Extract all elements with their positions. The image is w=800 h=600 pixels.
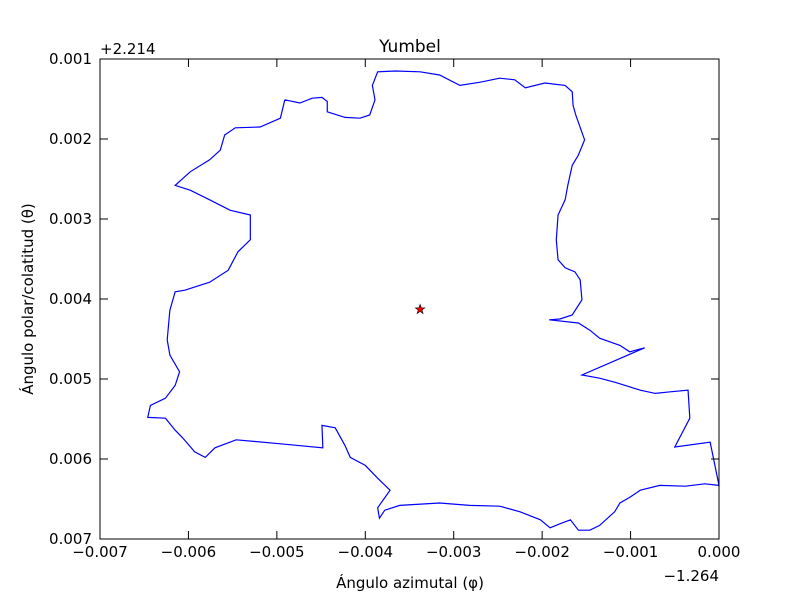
x-tick-label: −0.004 [338,543,394,561]
y-offset-label: +2.214 [100,40,156,58]
x-tick-label: −0.002 [514,543,570,561]
y-tick-label: 0.004 [49,290,92,308]
plot-frame [99,58,720,540]
x-tick-label: −0.001 [603,543,659,561]
y-tick-label: 0.007 [49,530,92,548]
y-tick-label: 0.006 [49,450,92,468]
chart-title: Yumbel [378,37,441,57]
marker-star [414,303,426,315]
y-axis-label: Ángulo polar/colatitud (θ) [18,203,37,395]
x-tick-label: −0.006 [161,543,217,561]
y-tick-label: 0.005 [49,370,92,388]
x-tick-label: −0.005 [249,543,305,561]
y-tick-label: 0.001 [49,50,92,68]
y-tick-label: 0.003 [49,210,92,228]
x-tick-label: −0.007 [72,543,128,561]
x-offset-label: −1.264 [663,567,719,585]
x-tick-label: −0.003 [426,543,482,561]
x-axis-label: Ángulo azimutal (φ) [336,573,484,592]
x-tick-label: 0.000 [698,543,741,561]
boundary-line [147,70,720,531]
y-tick-label: 0.002 [49,130,92,148]
